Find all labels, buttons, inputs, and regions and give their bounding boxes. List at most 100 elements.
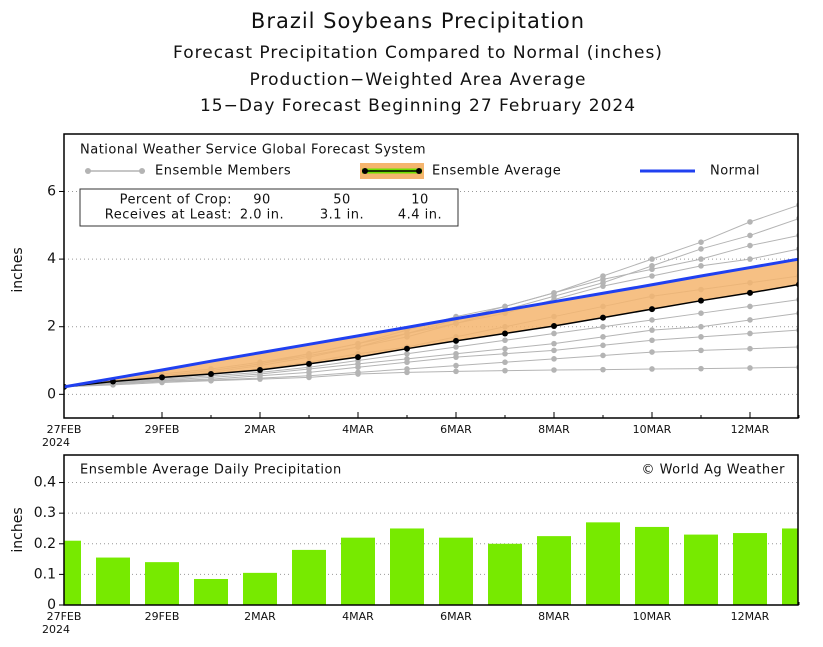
year-label: 2024 <box>42 623 70 636</box>
ensemble-member-point <box>600 283 606 289</box>
bar <box>488 543 522 605</box>
crop-table-cell: 2.0 in. <box>240 208 284 223</box>
frame <box>63 133 799 419</box>
ensemble-average-point <box>355 354 361 361</box>
ensemble-member-point <box>747 242 753 249</box>
crop-table-cell: Receives at Least: <box>105 208 232 223</box>
x-tick-label: 10MAR <box>633 610 672 623</box>
x-tick-label: 4MAR <box>342 610 374 623</box>
ensemble-member-point <box>649 327 655 333</box>
ensemble-member-point <box>747 256 753 262</box>
ensemble-member-point <box>502 367 508 374</box>
ensemble-member-point <box>796 246 798 252</box>
x-tick-label: 27FEB <box>47 610 82 623</box>
normal-line <box>64 257 798 389</box>
ensemble-member-point <box>796 202 798 208</box>
bar <box>684 534 718 605</box>
legend-label: Normal <box>710 164 760 179</box>
x-tick-label: 2MAR <box>244 610 276 623</box>
y-tick-label: 0.4 <box>34 475 56 491</box>
ensemble-member-point <box>502 350 508 357</box>
ensemble-average-point <box>502 330 508 337</box>
crop-table-cell: Percent of Crop: <box>120 193 232 208</box>
ensemble-member-point <box>453 344 459 350</box>
crop-table-box <box>79 188 459 227</box>
ensemble-member-point <box>698 323 704 330</box>
crop-table-cell: 90 <box>253 193 271 208</box>
ensemble-member-point <box>600 276 606 283</box>
ensemble-average-point <box>551 323 557 330</box>
ensemble-member-point <box>649 349 655 355</box>
x-tick-label: 6MAR <box>440 610 472 623</box>
x-tick-label: 2MAR <box>244 423 276 436</box>
ensemble-member-point <box>600 366 606 373</box>
bar <box>341 537 375 605</box>
ensemble-member-line <box>64 346 798 388</box>
ensemble-member-point <box>453 362 459 369</box>
credit: © World Ag Weather <box>641 463 785 478</box>
ensemble-member-point <box>551 330 557 337</box>
ensemble-member-point <box>796 364 798 370</box>
x-tick-label: 12MAR <box>731 610 770 623</box>
ensemble-member-point <box>453 354 459 360</box>
ensemble-member-point <box>698 256 704 262</box>
y-tick-label: 0.2 <box>34 536 56 552</box>
x-tick-label: 27FEB <box>47 423 82 436</box>
bar <box>586 522 620 605</box>
ensemble-member-point <box>698 263 704 269</box>
ensemble-member-point <box>747 317 753 323</box>
x-tick-label: 10MAR <box>633 423 672 436</box>
subtitle: 15−Day Forecast Beginning 27 February 20… <box>200 96 636 116</box>
ensemble-member-point <box>796 232 798 239</box>
y-tick-label: 0 <box>47 597 56 613</box>
ensemble-member-point <box>306 374 312 381</box>
ensemble-member-point <box>502 345 508 352</box>
ensemble-average-point <box>600 314 606 321</box>
ensemble-average-point <box>796 281 798 288</box>
x-tick-label: 8MAR <box>538 610 570 623</box>
ensemble-member-point <box>649 266 655 273</box>
y-axis-label: inches <box>10 507 26 552</box>
bar <box>96 557 130 605</box>
ensemble-average-point <box>257 366 263 373</box>
ensemble-member-line <box>64 299 798 388</box>
ensemble-member-point <box>404 359 410 366</box>
chart-title: Brazil Soybeans Precipitation <box>251 9 585 33</box>
legend-swatch <box>85 168 91 174</box>
bar <box>537 536 571 605</box>
ensemble-member-point <box>649 256 655 262</box>
ensemble-member-point <box>551 290 557 296</box>
x-tick-label: 29FEB <box>145 423 180 436</box>
bar <box>635 526 669 605</box>
legend-label: Ensemble Members <box>155 164 291 179</box>
ensemble-member-point <box>600 342 606 349</box>
legend-label: Ensemble Average <box>432 164 561 179</box>
ensemble-average-point <box>404 345 410 352</box>
ensemble-average-point <box>208 371 214 378</box>
ensemble-member-point <box>796 310 798 316</box>
y-tick-label: 2 <box>47 319 56 335</box>
ensemble-average-point <box>698 297 704 304</box>
bar <box>733 533 767 605</box>
ensemble-member-point <box>453 368 459 375</box>
ensemble-member-point <box>551 340 557 347</box>
ensemble-member-point <box>796 215 798 222</box>
ensemble-member-point <box>796 344 798 350</box>
ensemble-member-line <box>64 329 798 388</box>
ensemble-average-point <box>747 289 753 296</box>
ensemble-member-point <box>355 371 361 377</box>
x-tick-label: 6MAR <box>440 423 472 436</box>
legend-title: National Weather Service Global Forecast… <box>80 143 426 158</box>
ensemble-member-line <box>64 312 798 388</box>
ensemble-member-point <box>747 232 753 239</box>
legend-swatch <box>139 168 145 174</box>
y-tick-label: 0 <box>47 386 56 402</box>
ensemble-member-point <box>747 345 753 352</box>
ensemble-member-point <box>649 317 655 323</box>
bar <box>782 528 798 605</box>
y-tick-label: 4 <box>47 251 56 267</box>
ensemble-member-point <box>649 366 655 372</box>
bar <box>64 540 81 605</box>
